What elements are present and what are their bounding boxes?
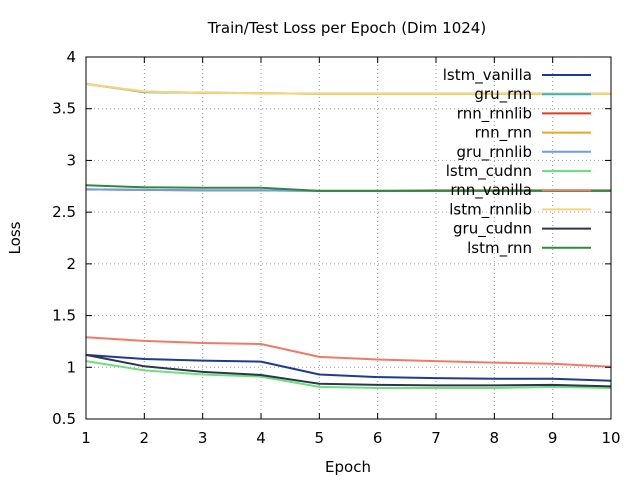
- y-tick-label: 2.5: [52, 203, 76, 221]
- series-line-lstm-vanilla: [85, 353, 612, 382]
- series-lines: [85, 82, 612, 389]
- legend-label: lstm_rnn: [467, 239, 532, 258]
- axis-ticks: 1 2 3 4 5 6 7 8 9 10 0.5 1 1.5 2 2.5 3 3.5 4: [52, 48, 620, 447]
- y-tick-label: 2: [66, 255, 76, 273]
- y-tick-label: 4: [66, 48, 76, 66]
- legend-label: rnn_rnnlib: [457, 104, 532, 123]
- grid: [86, 57, 611, 419]
- series-line-gru-cudnn: [85, 353, 612, 388]
- legend-label: gru_rnnlib: [457, 143, 532, 162]
- x-tick-label: 9: [548, 429, 558, 447]
- y-tick-label: 1: [66, 358, 76, 376]
- chart-title: Train/Test Loss per Epoch (Dim 1024): [207, 19, 486, 37]
- legend-label: lstm_cudnn: [446, 162, 532, 181]
- legend-label: lstm_vanilla: [443, 66, 532, 85]
- legend-label: rnn_rnn: [475, 124, 532, 143]
- legend: lstm_vanillagru_rnnrnn_rnnlibrnn_rnngru_…: [443, 66, 591, 258]
- plot-frame: [85, 56, 612, 420]
- x-tick-label: 10: [601, 429, 620, 447]
- legend-label: rnn_vanilla: [450, 181, 532, 200]
- legend-label: gru_cudnn: [453, 220, 532, 239]
- x-tick-label: 1: [81, 429, 91, 447]
- legend-label: lstm_rnnlib: [449, 200, 532, 219]
- legend-label: gru_rnn: [474, 85, 532, 104]
- y-tick-label: 3: [66, 151, 76, 169]
- y-axis-label: Loss: [6, 221, 24, 254]
- x-tick-label: 8: [490, 429, 500, 447]
- y-tick-label: 3.5: [52, 100, 76, 118]
- x-axis-label: Epoch: [325, 458, 371, 476]
- y-tick-label: 0.5: [52, 410, 76, 428]
- series-line-lstm-rnnlib: [85, 82, 611, 95]
- x-tick-label: 4: [256, 429, 266, 447]
- y-tick-label: 1.5: [52, 307, 76, 325]
- x-tick-label: 7: [431, 429, 441, 447]
- x-tick-label: 5: [315, 429, 325, 447]
- x-tick-label: 2: [140, 429, 150, 447]
- series-line-rnn-vanilla: [85, 336, 612, 368]
- x-tick-label: 6: [373, 429, 383, 447]
- x-tick-label: 3: [198, 429, 208, 447]
- series-line-lstm-rnn: [85, 184, 611, 192]
- series-line-lstm-cudnn: [85, 360, 612, 389]
